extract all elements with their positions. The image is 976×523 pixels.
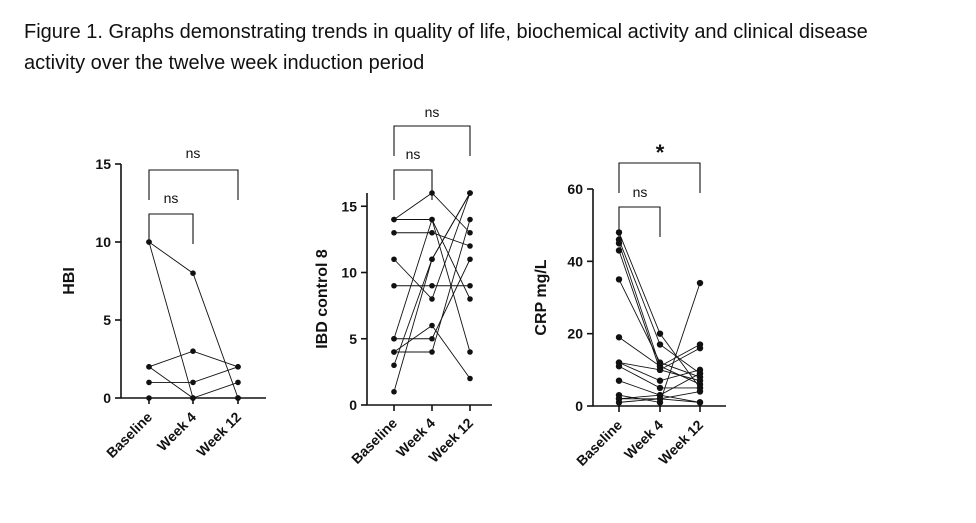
data-point	[696, 370, 704, 377]
data-point	[656, 395, 664, 402]
data-point	[391, 362, 397, 369]
y-tick-label: 20	[567, 326, 583, 342]
subject-line	[148, 241, 239, 399]
y-axis-title: IBD control 8	[314, 249, 331, 349]
data-point	[146, 395, 152, 401]
y-tick-label: 10	[95, 234, 111, 250]
data-point	[696, 344, 704, 352]
significance-bracket	[618, 206, 661, 237]
data-point	[429, 335, 435, 342]
data-point	[615, 377, 623, 384]
data-point	[656, 330, 664, 337]
data-point	[391, 216, 397, 223]
data-point	[190, 270, 196, 277]
data-point	[429, 229, 435, 236]
subject-line	[618, 373, 701, 396]
data-point	[235, 395, 241, 401]
x-category-label: Week 12	[193, 409, 244, 460]
data-point	[467, 243, 473, 249]
data-point	[696, 388, 704, 395]
data-point	[429, 322, 435, 329]
data-point	[467, 256, 473, 263]
y-tick-label: 15	[95, 156, 111, 172]
x-category-label: Baseline	[103, 409, 155, 461]
data-point	[429, 282, 435, 289]
caption-line-2: activity over the twelve week induction …	[24, 52, 425, 74]
data-point	[429, 256, 435, 263]
x-category-label: Week 4	[154, 409, 199, 454]
significance-bracket	[393, 125, 471, 156]
data-point	[467, 229, 473, 236]
data-point	[467, 375, 473, 382]
y-tick-label: 5	[103, 312, 111, 328]
y-tick-label: 0	[575, 398, 583, 414]
y-tick-label: 40	[567, 253, 583, 269]
y-tick-label: 0	[103, 390, 111, 406]
y-tick-label: 10	[341, 265, 357, 281]
data-point	[190, 379, 196, 386]
data-point	[656, 341, 664, 348]
significance-label: *	[656, 140, 665, 165]
data-point	[190, 395, 196, 401]
data-point	[190, 348, 196, 355]
data-point	[467, 216, 473, 223]
data-point	[391, 349, 397, 355]
data-point	[615, 276, 623, 283]
subject-line	[618, 239, 701, 374]
data-point	[615, 399, 623, 406]
data-point	[391, 282, 397, 289]
data-point	[467, 349, 473, 355]
x-category-label: Week 12	[655, 417, 706, 468]
data-point	[467, 282, 473, 289]
figure-caption: Figure 1. Graphs demonstrating trends in…	[24, 17, 964, 79]
data-point	[696, 279, 704, 287]
y-tick-label: 5	[349, 331, 357, 347]
data-point	[429, 296, 435, 302]
data-point	[146, 379, 152, 386]
y-tick-label: 15	[341, 198, 357, 214]
data-point	[696, 399, 704, 406]
y-axis-title: HBI	[61, 267, 78, 295]
significance-bracket	[148, 213, 194, 244]
data-point	[615, 363, 623, 370]
significance-label: ns	[425, 104, 440, 120]
significance-label: ns	[186, 145, 201, 161]
data-point	[615, 240, 623, 247]
data-point	[615, 247, 623, 254]
data-point	[656, 384, 664, 392]
significance-label: ns	[633, 184, 648, 200]
significance-label: ns	[164, 190, 179, 206]
significance-bracket	[148, 169, 239, 200]
data-point	[656, 366, 664, 374]
data-point	[235, 364, 241, 370]
significance-bracket	[393, 169, 433, 200]
data-point	[467, 190, 473, 196]
data-point	[429, 349, 435, 355]
data-point	[429, 216, 435, 223]
x-category-label: Baseline	[348, 415, 400, 467]
data-point	[391, 229, 397, 236]
y-tick-label: 0	[349, 397, 357, 413]
significance-label: ns	[406, 146, 421, 162]
significance-bracket	[618, 162, 701, 193]
data-point	[146, 364, 152, 370]
caption-line-1: Figure 1. Graphs demonstrating trends in…	[24, 21, 868, 43]
data-point	[467, 296, 473, 302]
subject-line	[148, 241, 239, 399]
data-point	[235, 379, 241, 386]
data-point	[391, 388, 397, 395]
data-point	[391, 335, 397, 342]
x-category-label: Baseline	[573, 417, 625, 469]
data-point	[656, 377, 664, 384]
data-point	[615, 334, 623, 341]
y-axis-title: CRP mg/L	[533, 259, 550, 335]
data-point	[391, 256, 397, 263]
y-tick-label: 60	[567, 181, 583, 197]
